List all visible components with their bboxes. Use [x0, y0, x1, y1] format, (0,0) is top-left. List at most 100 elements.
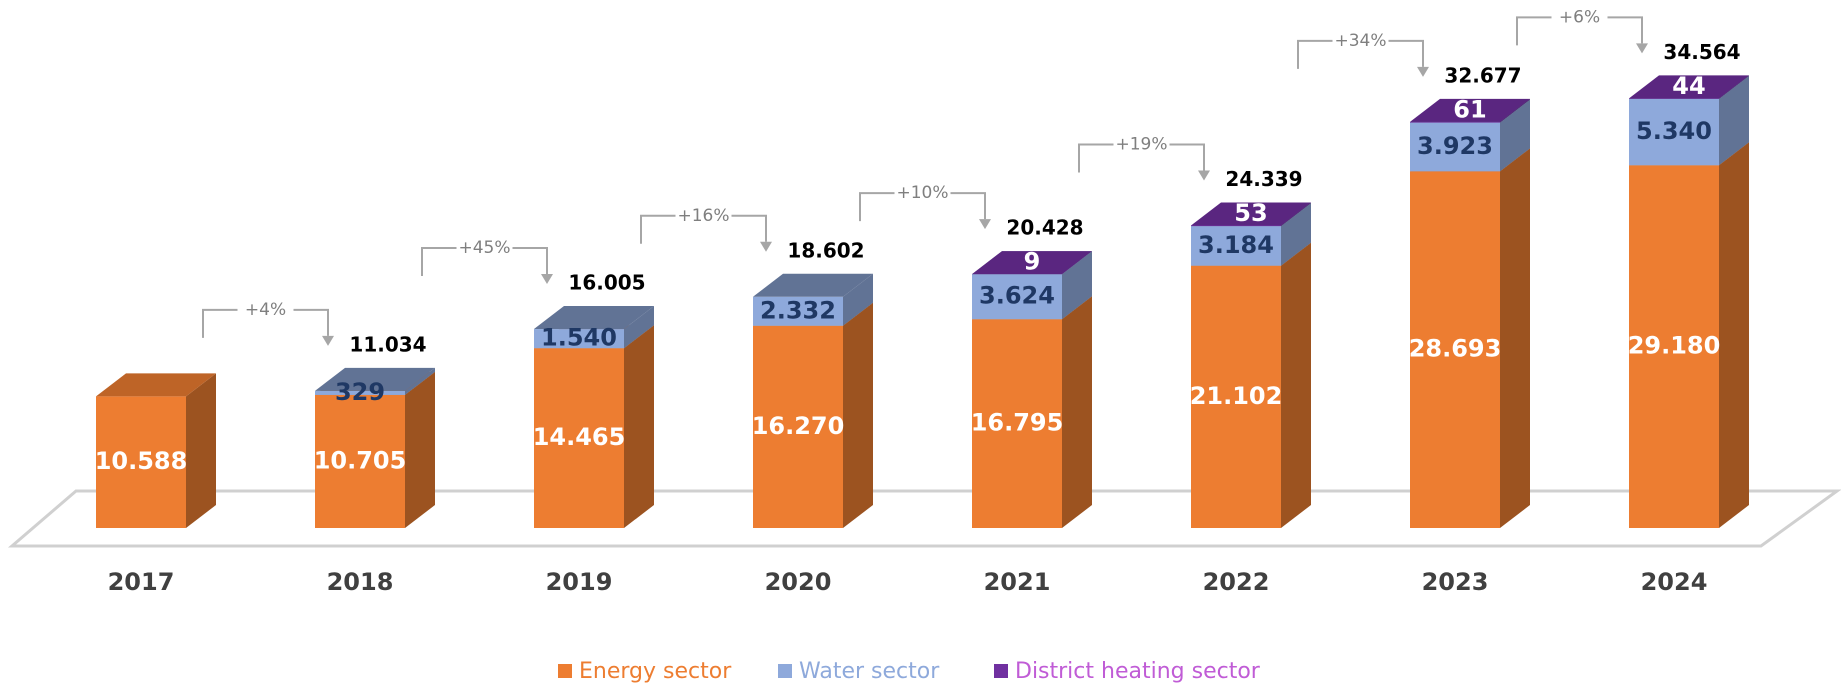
- growth-arrow: [760, 241, 772, 252]
- bar-segment: [753, 296, 843, 326]
- total-label: 32.677: [1444, 63, 1521, 87]
- bar-segment: [315, 390, 405, 395]
- segment-label: 329: [335, 378, 385, 406]
- segment-label: 53: [1234, 199, 1267, 227]
- bar-side: [843, 302, 873, 528]
- bar-top: [972, 251, 1092, 275]
- total-label: 16.005: [568, 271, 645, 295]
- legend-swatch: [994, 664, 1008, 678]
- x-tick-label: 2018: [327, 568, 394, 596]
- segment-label: 3.923: [1417, 132, 1493, 160]
- bar-segment: [753, 325, 843, 528]
- bar-segment: [1629, 98, 1719, 166]
- bar-side: [843, 273, 873, 326]
- segment-label: 3.184: [1198, 231, 1274, 259]
- bar-side: [624, 306, 654, 349]
- segment-label: 2.332: [760, 296, 836, 324]
- bar-side: [1062, 296, 1092, 528]
- bar-segment: [1191, 265, 1281, 528]
- segment-label: 3.624: [979, 282, 1055, 310]
- x-tick-label: 2019: [546, 568, 613, 596]
- growth-arrow: [1198, 170, 1210, 181]
- x-tick-label: 2023: [1422, 568, 1489, 596]
- total-label: 18.602: [787, 238, 864, 262]
- legend-swatch: [778, 664, 792, 678]
- bar-segment: [1410, 121, 1500, 123]
- segment-label: 44: [1672, 72, 1705, 100]
- bar-side: [186, 373, 216, 528]
- growth-arrow: [979, 219, 991, 230]
- legend: Energy sector Water sector District heatin…: [558, 659, 1261, 684]
- growth-label: +16%: [677, 206, 729, 226]
- growth-label-bg: [894, 182, 951, 205]
- segment-label: 61: [1453, 95, 1486, 123]
- bar-segment: [972, 319, 1062, 528]
- segment-label: 16.795: [971, 409, 1064, 437]
- bar-segment: [1629, 165, 1719, 528]
- bar-side: [1719, 75, 1749, 166]
- growth-arrow: [322, 335, 334, 346]
- bar-top: [1191, 202, 1311, 226]
- bar-segment: [1410, 171, 1500, 528]
- bar-side: [1500, 99, 1530, 172]
- legend-label: Water sector: [799, 659, 940, 684]
- bar-side: [1281, 242, 1311, 528]
- bar-segment: [972, 274, 1062, 320]
- segment-label: 5.340: [1636, 117, 1712, 145]
- bar-segment: [315, 394, 405, 528]
- bar-segment: [1629, 98, 1719, 99]
- growth-arrow: [1417, 66, 1429, 77]
- bar-segment: [1410, 122, 1500, 172]
- bar-segment: [534, 329, 624, 349]
- growth-label: +6%: [1559, 7, 1600, 27]
- bar-side: [405, 371, 435, 528]
- growth-label-bg: [237, 298, 294, 321]
- segment-label: 16.270: [752, 412, 845, 440]
- bar-side: [624, 325, 654, 528]
- floor: [7, 489, 1841, 548]
- segment-label: 28.693: [1409, 335, 1502, 363]
- segment-label: 1.540: [541, 324, 617, 352]
- growth-arrow: [541, 274, 553, 285]
- bar-side: [1500, 98, 1530, 123]
- growth-label: +19%: [1115, 134, 1167, 154]
- legend-label: District heating sector: [1015, 659, 1261, 684]
- bar-side: [1500, 148, 1530, 528]
- bar-side: [405, 367, 435, 395]
- bar-top: [96, 373, 216, 397]
- total-label: 24.339: [1225, 167, 1302, 191]
- bar-segment: [96, 396, 186, 528]
- bar-side: [1062, 251, 1092, 275]
- growth-label: +45%: [458, 238, 510, 258]
- total-label: 11.034: [349, 332, 426, 356]
- bar-top: [534, 306, 654, 330]
- x-tick-label: 2022: [1203, 568, 1270, 596]
- segment-label: 10.588: [95, 447, 188, 475]
- x-tick-label: 2021: [984, 568, 1051, 596]
- legend-swatch: [558, 664, 572, 678]
- growth-label: +10%: [896, 183, 948, 203]
- growth-label-bg: [1551, 6, 1608, 29]
- growth-label-bg: [1113, 133, 1170, 156]
- total-label: 20.428: [1006, 216, 1083, 240]
- bar-segment: [1191, 226, 1281, 266]
- bar-side: [1281, 202, 1311, 227]
- segment-label: 14.465: [533, 423, 626, 451]
- segment-label: 10.705: [314, 446, 407, 474]
- growth-label: +4%: [245, 300, 286, 320]
- bar-top: [753, 273, 873, 297]
- x-tick-label: 2020: [765, 568, 832, 596]
- bar-side: [1281, 203, 1311, 266]
- bar-segment: [1191, 225, 1281, 227]
- bar-top: [1629, 75, 1749, 99]
- bar-side: [1062, 251, 1092, 320]
- bar-top: [1410, 98, 1530, 122]
- growth-arrow: [1636, 43, 1648, 54]
- total-label: 34.564: [1663, 40, 1740, 64]
- x-tick-label: 2024: [1641, 568, 1708, 596]
- bar-side: [1719, 75, 1749, 99]
- growth-label: +34%: [1334, 31, 1386, 51]
- growth-label-bg: [456, 237, 513, 260]
- legend-label: Energy sector: [579, 659, 732, 684]
